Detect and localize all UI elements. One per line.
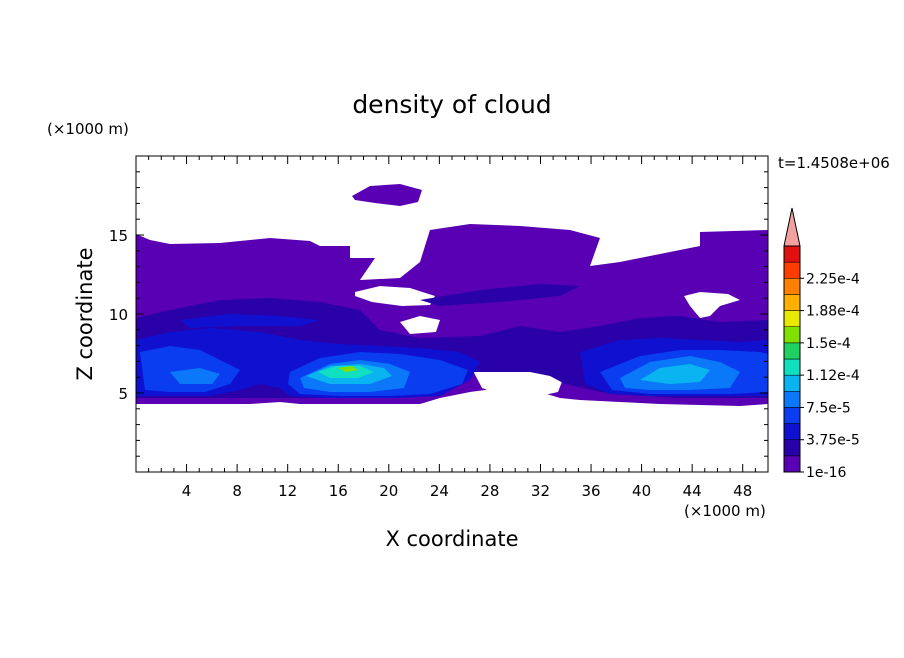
cloud-region-level-0: [352, 184, 422, 206]
colorbar-swatch: [783, 278, 801, 295]
x-tick-label: 48: [733, 482, 752, 500]
x-tick-label: 12: [278, 482, 297, 500]
cloud-region-level-1: [420, 284, 580, 306]
x-tick-label: 20: [379, 482, 398, 500]
colorbar-swatch: [783, 326, 801, 344]
y-tick-label: 15: [109, 227, 128, 245]
colorbar-label: 7.5e-5: [806, 400, 851, 416]
colorbar-frame: [783, 245, 801, 473]
colorbar-label: 1.5e-4: [806, 336, 851, 352]
clear-air-gap: [355, 286, 435, 306]
x-tick-label: 28: [480, 482, 499, 500]
colorbar-label: 1.88e-4: [806, 304, 860, 320]
colorbar-swatch: [783, 374, 801, 392]
x-tick-label: 24: [430, 482, 449, 500]
colorbar-overflow-triangle: [783, 207, 801, 247]
x-axis-label: X coordinate: [385, 527, 518, 551]
clear-air-gap: [400, 316, 440, 334]
colorbar-label: 2.25e-4: [806, 271, 860, 287]
x-axis: 4 8 12 16 20 24 28 32 36 40 44 48: [135, 156, 769, 500]
cloud-region-level-5: [640, 364, 710, 384]
colorbar-label: 3.75e-5: [806, 433, 860, 449]
cloud-region-level-4: [170, 368, 220, 384]
chart-title: density of cloud: [352, 90, 551, 119]
cloud-region-level-2: [180, 314, 320, 328]
colorbar-swatch: [783, 294, 801, 311]
y-axis: 5 10 15: [109, 155, 768, 473]
colorbar-swatch: [783, 245, 801, 263]
colorbar-swatch: [783, 261, 801, 279]
x-tick-label: 44: [683, 482, 702, 500]
colorbar-label: 1.12e-4: [806, 368, 860, 384]
cloud-region-level-3: [140, 346, 240, 392]
y-unit-label: (×1000 m): [47, 120, 129, 138]
colorbar-swatch: [783, 310, 801, 327]
x-tick-label: 4: [182, 482, 192, 500]
colorbar-swatch: [783, 391, 801, 408]
colorbar: 1e-16 3.75e-5 7.5e-5 1.12e-4 1.5e-4 1.88e-4 2.…: [783, 207, 860, 481]
x-tick-label: 16: [329, 482, 348, 500]
clear-air-gap: [684, 292, 740, 318]
y-tick-label: 10: [109, 306, 128, 324]
y-tick-label: 5: [118, 385, 128, 403]
x-tick-label: 40: [632, 482, 651, 500]
time-label: t=1.4508e+06: [778, 154, 890, 172]
cloud-density-field: [136, 184, 768, 406]
colorbar-swatch: [783, 342, 801, 360]
x-unit-label: (×1000 m): [684, 502, 766, 520]
colorbar-label: 1e-16: [806, 465, 846, 481]
x-tick-label: 32: [531, 482, 550, 500]
colorbar-swatch: [783, 407, 801, 424]
colorbar-swatch: [783, 423, 801, 440]
cloud-region-level-8: [338, 366, 358, 372]
y-axis-label: Z coordinate: [73, 247, 97, 380]
x-tick-label: 36: [581, 482, 600, 500]
colorbar-swatch: [783, 455, 801, 473]
x-tick-label: 8: [232, 482, 242, 500]
colorbar-swatch: [783, 439, 801, 457]
colorbar-swatch: [783, 358, 801, 376]
